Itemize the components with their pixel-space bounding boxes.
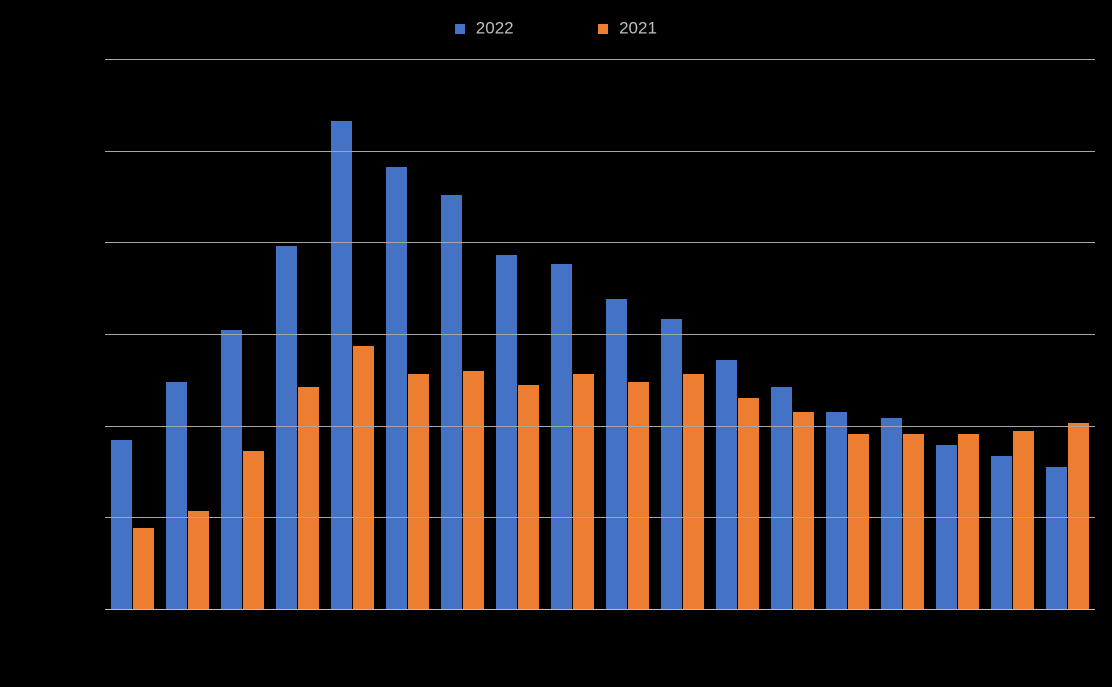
bar-2021-1 <box>188 511 209 610</box>
bar-2021-13 <box>848 434 869 610</box>
bar-2021-6 <box>463 371 484 610</box>
bar-2022-1 <box>166 382 187 610</box>
gridline <box>105 242 1095 243</box>
legend-label-2022: 2022 <box>476 19 514 38</box>
bar-2021-15 <box>958 434 979 610</box>
bar-2022-8 <box>551 264 572 611</box>
legend-item-2021: 2021 <box>598 18 657 39</box>
gridline <box>105 334 1095 335</box>
bars-layer <box>105 60 1095 610</box>
plot-area <box>105 60 1095 610</box>
legend-label-2021: 2021 <box>619 19 657 38</box>
bar-2021-3 <box>298 387 319 610</box>
bar-2021-5 <box>408 374 429 611</box>
gridline <box>105 151 1095 152</box>
gridline <box>105 59 1095 60</box>
bar-2022-3 <box>276 246 297 610</box>
bar-2022-6 <box>441 195 462 610</box>
bar-2021-8 <box>573 374 594 611</box>
bar-2021-14 <box>903 434 924 610</box>
bar-2022-9 <box>606 299 627 610</box>
bar-2022-5 <box>386 167 407 610</box>
bar-2022-7 <box>496 255 517 610</box>
bar-2021-9 <box>628 382 649 610</box>
legend: 2022 2021 <box>0 18 1112 39</box>
bar-2022-16 <box>991 456 1012 610</box>
bar-2021-16 <box>1013 431 1034 610</box>
bar-2022-15 <box>936 445 957 610</box>
bar-2021-4 <box>353 346 374 610</box>
bar-2021-12 <box>793 412 814 610</box>
legend-item-2022: 2022 <box>455 18 514 39</box>
bar-2021-2 <box>243 451 264 611</box>
legend-swatch-2022 <box>455 24 465 34</box>
bar-2022-0 <box>111 440 132 611</box>
chart-container: 2022 2021 <box>0 0 1112 687</box>
bar-2022-14 <box>881 418 902 611</box>
x-axis-baseline <box>105 609 1095 610</box>
bar-2022-2 <box>221 330 242 611</box>
gridline <box>105 517 1095 518</box>
gridline <box>105 426 1095 427</box>
bar-2021-10 <box>683 374 704 611</box>
bar-2022-11 <box>716 360 737 610</box>
bar-2022-4 <box>331 121 352 611</box>
bar-2021-7 <box>518 385 539 611</box>
bar-2021-0 <box>133 528 154 611</box>
bar-2022-17 <box>1046 467 1067 610</box>
bar-2022-10 <box>661 319 682 611</box>
bar-2021-11 <box>738 398 759 610</box>
bar-2022-12 <box>771 387 792 610</box>
legend-swatch-2021 <box>598 24 608 34</box>
bar-2022-13 <box>826 412 847 610</box>
